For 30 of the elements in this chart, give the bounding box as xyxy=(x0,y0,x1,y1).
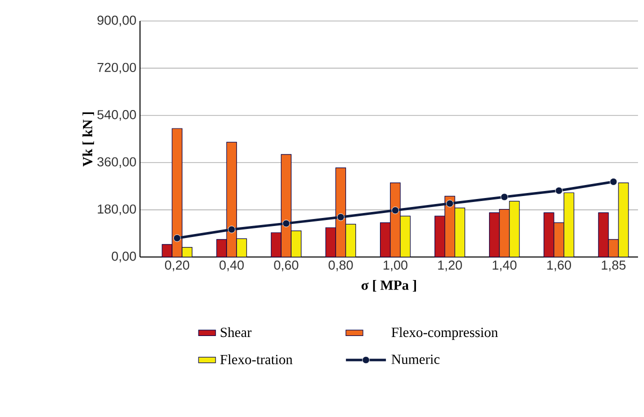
y-tick-label: 720,00 xyxy=(98,62,136,74)
x-tick-label: 1,00 xyxy=(384,260,408,272)
x-tick-label: 0,40 xyxy=(220,260,244,272)
x-tick-label: 0,80 xyxy=(328,260,353,272)
y-tick-label: 360,00 xyxy=(97,157,136,168)
point xyxy=(610,178,618,186)
point xyxy=(392,206,400,214)
legend-label: Flexo-tration xyxy=(220,354,292,364)
x-tick-label: 1,60 xyxy=(547,260,572,272)
point xyxy=(336,213,344,221)
legend-label: Numeric xyxy=(392,354,440,364)
point xyxy=(500,193,508,201)
y-tick-label: 900,00 xyxy=(97,16,136,26)
point xyxy=(446,200,454,208)
point xyxy=(228,226,236,234)
legend-label: Flexo-compression xyxy=(392,327,498,340)
x-tick-label: 1,40 xyxy=(492,260,516,272)
point xyxy=(555,186,563,194)
x-axis-title: σ [ MPa ] xyxy=(362,280,416,292)
y-tick-label: 0,00 xyxy=(112,252,136,262)
point xyxy=(173,234,181,242)
y-tick-label: 180,00 xyxy=(98,204,136,216)
x-tick-label: 1,85 xyxy=(602,260,626,272)
legend-label: Shear xyxy=(220,327,252,338)
y-tick-label: 540,00 xyxy=(97,110,136,121)
x-tick-label: 0,20 xyxy=(164,260,190,272)
point xyxy=(282,220,290,228)
x-tick-label: 1,20 xyxy=(438,260,462,272)
x-tick-label: 0,60 xyxy=(274,260,298,272)
y-axis-title: Vk [ kN ] xyxy=(82,112,94,167)
